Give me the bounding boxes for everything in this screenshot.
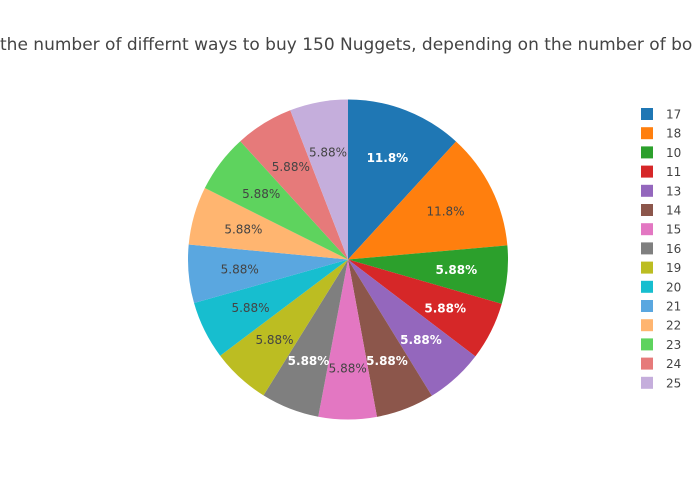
legend-label-11[interactable]: 11 xyxy=(666,165,681,179)
slice-label-16: 5.88% xyxy=(288,354,330,368)
legend-label-21[interactable]: 21 xyxy=(666,300,681,314)
legend-swatch-18[interactable] xyxy=(641,127,653,140)
legend-swatch-10[interactable] xyxy=(641,146,653,159)
legend-label-10[interactable]: 10 xyxy=(666,146,681,160)
pie-slice-13 xyxy=(348,259,476,396)
legend-label-13[interactable]: 13 xyxy=(666,184,681,198)
pie-slice-16 xyxy=(263,259,348,417)
pie-slice-labels: 11.8%11.8%5.88%5.88%5.88%5.88%5.88%5.88%… xyxy=(221,146,477,376)
legend-label-20[interactable]: 20 xyxy=(666,280,681,294)
legend-swatch-13[interactable] xyxy=(641,184,653,197)
legend-swatch-24[interactable] xyxy=(641,357,653,370)
legend-label-15[interactable]: 15 xyxy=(666,223,681,237)
legend-swatch-17[interactable] xyxy=(641,108,653,120)
legend: 17 18 10 11 13 14 15 16 19 20 21 22 23 24 25 xyxy=(641,108,681,390)
slice-label-14: 5.88% xyxy=(366,354,408,368)
pie-slice-11 xyxy=(348,259,502,357)
pie-slice-23 xyxy=(204,141,348,260)
legend-swatch-11[interactable] xyxy=(641,165,653,178)
chart-title: the number of differnt ways to buy 150 N… xyxy=(0,35,692,55)
pie-slice-20 xyxy=(194,259,348,356)
pie-slice-17 xyxy=(348,99,457,260)
legend-swatch-23[interactable] xyxy=(641,338,653,351)
slice-label-22: 5.88% xyxy=(224,223,262,237)
pie-slice-15 xyxy=(318,259,377,420)
pie-slices xyxy=(187,99,508,420)
slice-label-17: 11.8% xyxy=(367,151,409,165)
slice-label-10: 5.88% xyxy=(435,263,477,277)
legend-label-14[interactable]: 14 xyxy=(666,204,681,218)
pie-slice-19 xyxy=(220,259,348,396)
legend-label-18[interactable]: 18 xyxy=(666,127,681,141)
legend-swatch-22[interactable] xyxy=(641,319,653,332)
legend-swatch-20[interactable] xyxy=(641,280,653,293)
legend-swatch-15[interactable] xyxy=(641,223,653,236)
legend-label-17[interactable]: 17 xyxy=(666,108,681,122)
legend-label-16[interactable]: 16 xyxy=(666,242,681,256)
legend-swatch-19[interactable] xyxy=(641,261,653,274)
pie-slice-18 xyxy=(348,141,508,260)
legend-label-23[interactable]: 23 xyxy=(666,338,681,352)
slice-label-15: 5.88% xyxy=(329,361,367,375)
pie-slice-25 xyxy=(290,99,348,260)
legend-swatch-25[interactable] xyxy=(641,376,653,389)
slice-label-11: 5.88% xyxy=(424,301,466,315)
slice-label-20: 5.88% xyxy=(231,301,269,315)
slice-label-13: 5.88% xyxy=(400,333,442,347)
pie-slice-22 xyxy=(188,188,348,260)
pie-slice-24 xyxy=(240,110,348,260)
pie-slice-21 xyxy=(187,244,348,304)
legend-label-22[interactable]: 22 xyxy=(666,319,681,333)
legend-swatch-14[interactable] xyxy=(641,204,653,216)
legend-swatch-16[interactable] xyxy=(641,242,653,255)
legend-label-24[interactable]: 24 xyxy=(666,357,681,371)
pie-slice-10 xyxy=(348,245,508,304)
slice-label-24: 5.88% xyxy=(272,160,310,174)
legend-label-19[interactable]: 19 xyxy=(666,261,681,275)
slice-label-18: 11.8% xyxy=(426,204,464,218)
slice-label-21: 5.88% xyxy=(221,262,259,276)
slice-label-19: 5.88% xyxy=(255,333,293,347)
slice-label-25: 5.88% xyxy=(309,146,347,160)
slice-label-23: 5.88% xyxy=(242,187,280,201)
pie-slice-14 xyxy=(348,259,432,417)
legend-swatch-21[interactable] xyxy=(641,300,653,312)
legend-label-25[interactable]: 25 xyxy=(666,376,681,390)
